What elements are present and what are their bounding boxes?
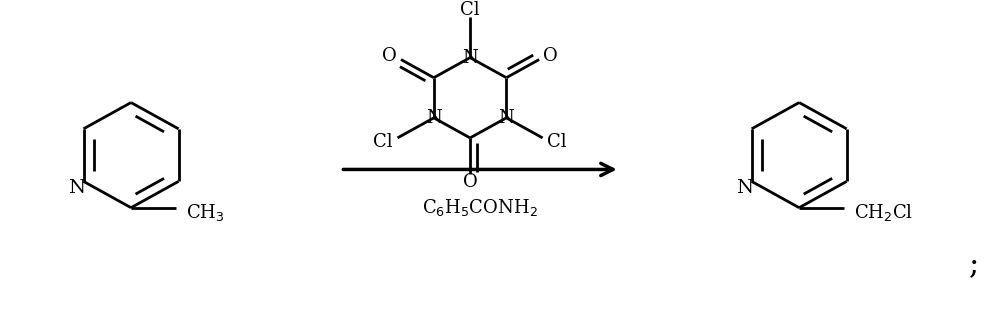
Text: Cl: Cl bbox=[547, 133, 567, 151]
Text: N: N bbox=[68, 179, 85, 197]
Text: N: N bbox=[498, 109, 514, 127]
Text: O: O bbox=[382, 47, 397, 65]
Text: C$_6$H$_5$CONH$_2$: C$_6$H$_5$CONH$_2$ bbox=[422, 197, 538, 218]
Text: CH$_3$: CH$_3$ bbox=[186, 202, 224, 223]
Text: O: O bbox=[463, 173, 477, 191]
Text: ;: ; bbox=[968, 249, 979, 280]
Text: N: N bbox=[462, 48, 478, 67]
Text: N: N bbox=[426, 109, 442, 127]
Text: Cl: Cl bbox=[460, 1, 480, 19]
Text: O: O bbox=[543, 47, 558, 65]
Text: Cl: Cl bbox=[373, 133, 393, 151]
Text: CH$_2$Cl: CH$_2$Cl bbox=[854, 202, 913, 223]
Text: N: N bbox=[736, 179, 753, 197]
